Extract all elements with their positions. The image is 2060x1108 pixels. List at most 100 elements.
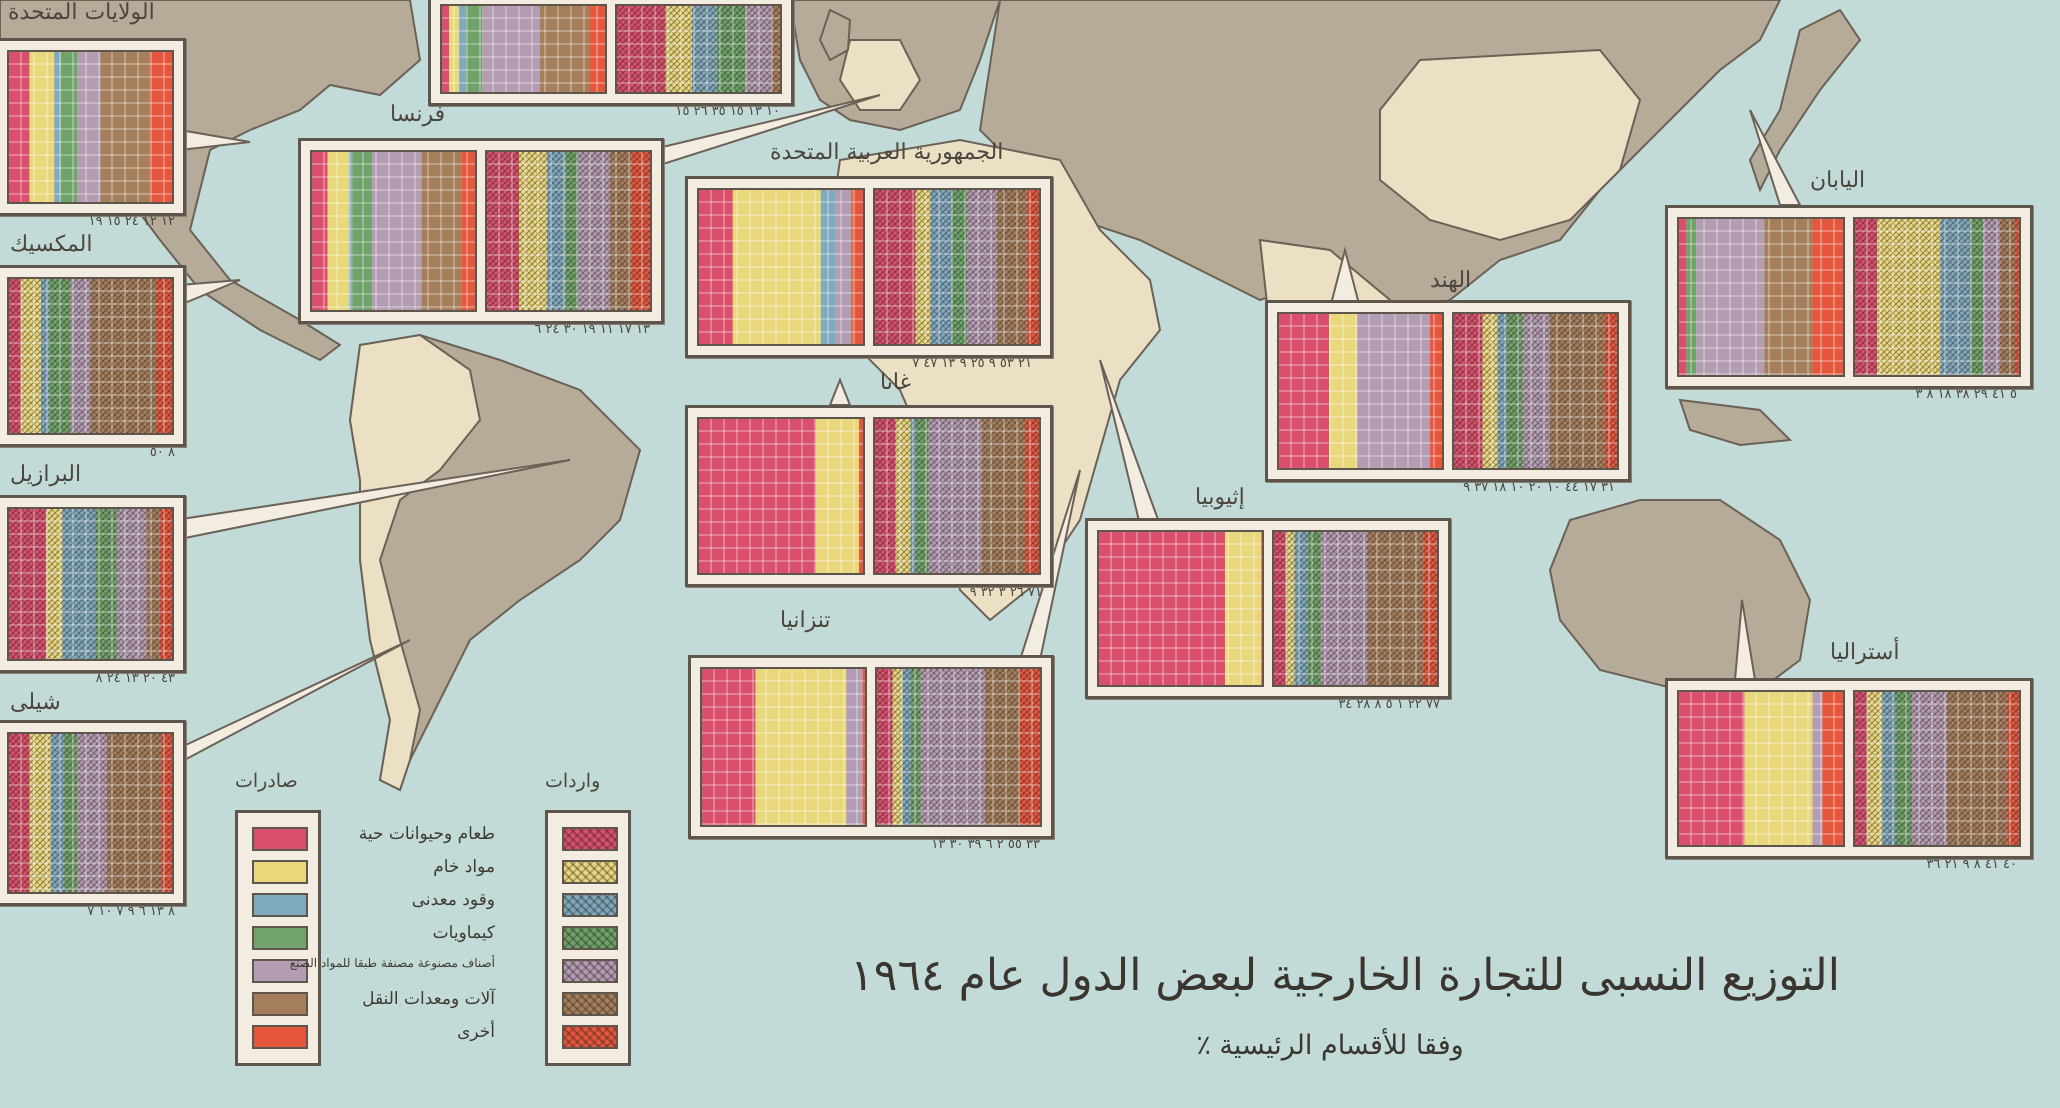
japan-imports-hatch-5 — [2000, 218, 2016, 376]
legend-import-swatch-5 — [562, 992, 618, 1016]
france-imports-hatch-3 — [565, 151, 579, 311]
tanzania-bars — [700, 667, 1042, 827]
france-imports-hatch-4 — [578, 151, 610, 311]
mexico-bars — [7, 277, 174, 435]
france-exports-segment-6 — [461, 151, 476, 311]
country-panel-tanzania — [688, 655, 1054, 839]
chile-imports-hatch-4 — [77, 733, 107, 893]
legend-imports-header: واردات — [545, 770, 601, 792]
france-exports-segment-4 — [372, 151, 422, 311]
legend-export-swatch-1 — [252, 860, 308, 884]
legend: صادرات واردات طعام وحيوانات حية مواد خام و… — [215, 770, 635, 1070]
japan-imports-hatch-0 — [1854, 218, 1878, 376]
uk-imports-hatch-3 — [716, 5, 747, 93]
france-exports-segment-2 — [348, 151, 353, 311]
percent-labels-chile: ٨ ١٣ ٦ ٩ ٧ ١٠ ٧ — [87, 904, 175, 919]
country-panel-uar — [685, 176, 1053, 358]
legend-export-swatch-3 — [252, 926, 308, 950]
country-panel-brazil — [0, 495, 186, 673]
percent-labels-uar: ٢١ ٥٣ ٩ ٢٥ ٩ ١٣ ٤٧ ٧ — [912, 356, 1032, 371]
country-panel-ethiopia — [1085, 518, 1451, 699]
land-japan — [1748, 8, 1862, 193]
legend-label-5: آلات ومعدات النقل — [362, 989, 495, 1009]
country-name-india: الهند — [1430, 268, 1472, 293]
chile-bars — [7, 732, 174, 894]
country-name-japan: اليابان — [1810, 168, 1866, 193]
uk-exports-segment-3 — [465, 5, 483, 93]
tanzania-imports-hatch-5 — [984, 668, 1020, 826]
uk-exports-segment-0 — [441, 5, 450, 93]
usa-exports-segment-3 — [60, 51, 78, 203]
france-imports-hatch-2 — [547, 151, 566, 311]
land-china — [1379, 48, 1642, 242]
japan-exports-segment-6 — [1812, 218, 1844, 376]
brazil-imports-hatch-4 — [116, 508, 147, 660]
country-panel-japan — [1665, 205, 2033, 389]
brazil-imports-hatch-6 — [159, 508, 173, 660]
percent-labels-tanzania: ٣٣ ٥٥ ٢ ٦ ٣٩ ٣٠ ١٣ — [931, 837, 1040, 852]
tanzania-imports-hatch-6 — [1019, 668, 1041, 826]
chile-imports-hatch-1 — [29, 733, 51, 893]
percent-labels-ghana: ٧١ ٢٦ ٣ ٣٢ ٩ — [969, 585, 1042, 600]
ghana-bars — [697, 417, 1041, 575]
map-title: التوزيع النسبى للتجارة الخارجية لبعض الد… — [850, 950, 1840, 1001]
country-name-chile: شيلى — [10, 690, 61, 715]
uk-imports-hatch-5 — [771, 5, 781, 93]
country-panel-india — [1265, 300, 1631, 482]
tanzania-imports-hatch-4 — [920, 668, 985, 826]
tanzania-imports-hatch-3 — [910, 668, 921, 826]
france-exports-segment-1 — [327, 151, 349, 311]
legend-label-2: وقود معدنى — [411, 890, 495, 910]
japan-exports-segment-0 — [1678, 218, 1687, 376]
legend-import-swatch-3 — [562, 926, 618, 950]
country-panel-uk — [428, 0, 794, 106]
legend-import-swatch-1 — [562, 860, 618, 884]
legend-label-1: مواد خام — [433, 857, 495, 877]
uk-exports-segment-6 — [589, 5, 606, 93]
tanzania-exports-segment-1 — [755, 668, 847, 826]
uk-exports-segment-2 — [459, 5, 466, 93]
land-new-guinea — [1678, 398, 1793, 447]
country-panel-france — [298, 138, 664, 324]
percent-labels-usa: ١٢ ١٢ ٢٤ ١٥ ١٩ — [88, 214, 175, 229]
legend-import-swatch-2 — [562, 893, 618, 917]
tanzania-imports-hatch-2 — [902, 668, 911, 826]
france-imports-hatch-0 — [486, 151, 519, 311]
usa-exports-segment-1 — [29, 51, 55, 203]
chile-imports-hatch-6 — [161, 733, 173, 893]
legend-label-4: أصناف مصنوعة مصنفة طبقا للمواد الصنع — [289, 956, 495, 970]
uar-bars — [697, 188, 1041, 346]
france-imports-hatch-6 — [631, 151, 651, 311]
legend-exports-header: صادرات — [235, 770, 298, 792]
india-bars — [1277, 312, 1619, 470]
country-name-australia: أستراليا — [1830, 640, 1900, 665]
tanzania-imports-hatch-0 — [876, 668, 893, 826]
country-name-france: فرنسا — [390, 102, 446, 127]
legend-export-swatch-0 — [252, 827, 308, 851]
japan-imports-hatch-4 — [1983, 218, 2001, 376]
brazil-imports-hatch-1 — [45, 508, 63, 660]
uk-bars — [440, 4, 782, 94]
brazil-bars — [7, 507, 174, 661]
australia-bars — [1677, 690, 2021, 847]
legend-import-swatch-6 — [562, 1025, 618, 1049]
country-panel-australia — [1665, 678, 2033, 859]
uk-imports-hatch-2 — [691, 5, 717, 93]
ethiopia-bars — [1097, 530, 1439, 687]
tanzania-exports-segment-0 — [701, 668, 756, 826]
country-name-brazil: البرازيل — [10, 462, 82, 487]
country-name-tanzania: تنزانيا — [780, 608, 831, 633]
france-imports-hatch-1 — [519, 151, 548, 311]
legend-exports-column — [235, 810, 321, 1066]
country-name-usa: الولايات المتحدة — [8, 0, 155, 25]
country-panel-usa — [0, 38, 186, 216]
uk-exports-segment-4 — [482, 5, 540, 93]
country-name-ethiopia: إثيوبيا — [1195, 485, 1245, 510]
usa-exports-segment-2 — [54, 51, 61, 203]
country-panel-ghana — [685, 405, 1053, 587]
japan-imports-hatch-1 — [1877, 218, 1941, 376]
percent-labels-uk: ١٠ ١٣ ١٥ ٣٥ ٢٦ ١٥ — [675, 104, 780, 119]
usa-exports-segment-0 — [8, 51, 30, 203]
percent-labels-brazil: ٤٣ ٢٠ ١٣ ٢٤ ٨ — [95, 671, 175, 686]
chile-imports-hatch-5 — [107, 733, 162, 893]
